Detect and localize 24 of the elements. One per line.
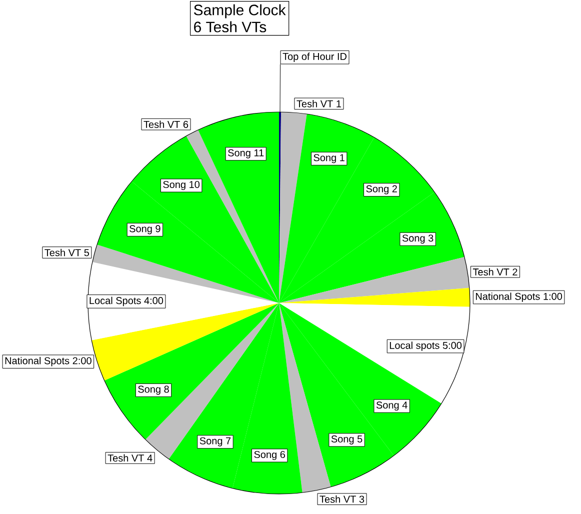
slice-label: Song 9 bbox=[130, 225, 160, 234]
slice-label: Song 10 bbox=[163, 180, 200, 190]
slice-label: National Spots 2:00 bbox=[5, 356, 92, 366]
slice-label: National Spots 1:00 bbox=[476, 292, 562, 302]
slice-label: Tesh VT 6 bbox=[144, 120, 188, 128]
slice-label: Song 1 bbox=[314, 154, 344, 164]
slice-label: Tesh VT 4 bbox=[108, 454, 152, 462]
slice-label: Tesh VT 2 bbox=[472, 268, 518, 276]
slice-label: Tesh VT 3 bbox=[320, 495, 364, 503]
slice-label: Local spots 5:00 bbox=[390, 342, 462, 351]
slice-label: Song 11 bbox=[228, 149, 264, 158]
slice-label: Song 2 bbox=[366, 185, 397, 194]
slice-label: Song 7 bbox=[200, 437, 231, 446]
slice-label: Tesh VT 1 bbox=[296, 100, 341, 108]
slice-label: Song 6 bbox=[254, 450, 285, 460]
slice-label: Song 4 bbox=[376, 402, 408, 411]
slice-label: Song 5 bbox=[331, 435, 362, 444]
chart-title: Sample Clock bbox=[194, 4, 286, 18]
chart-subtitle: 6 Tesh VTs bbox=[194, 21, 266, 32]
slice-label: Top of Hour ID bbox=[282, 52, 347, 62]
slice-label: Tesh VT 5 bbox=[44, 248, 90, 256]
slice-label: Song 8 bbox=[138, 386, 169, 395]
slice-label: Song 3 bbox=[402, 234, 434, 244]
slice-label: Local Spots 4:00 bbox=[90, 296, 164, 306]
